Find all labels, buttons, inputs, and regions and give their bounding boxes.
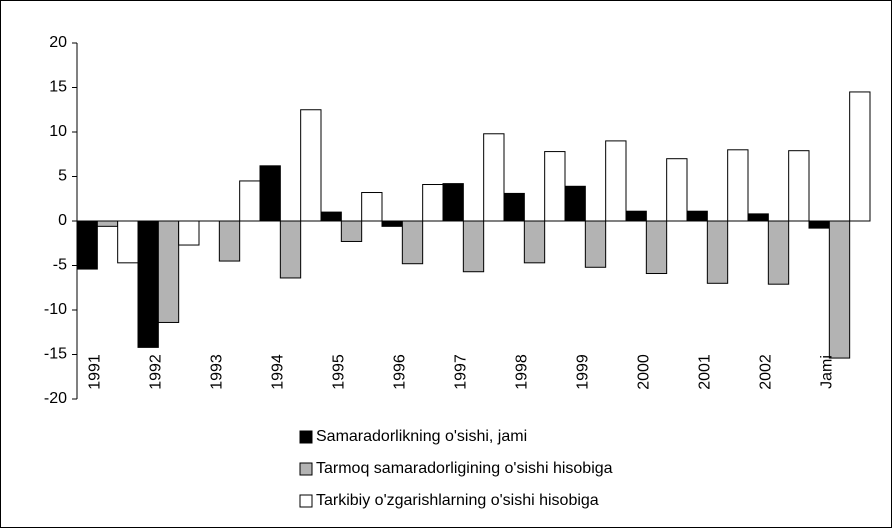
x-tick-label: 2002	[758, 354, 775, 390]
bar	[381, 220, 403, 227]
y-tick-label: 15	[49, 79, 67, 96]
bar	[76, 220, 98, 270]
bar	[239, 180, 261, 222]
bar	[727, 149, 749, 222]
x-tick-label: 2001	[697, 354, 714, 390]
bar	[442, 183, 464, 222]
y-tick-label: -5	[53, 257, 67, 274]
x-tick-label: 1992	[148, 354, 165, 390]
bar	[564, 185, 586, 222]
bar	[544, 151, 566, 222]
bar	[523, 220, 546, 264]
bar	[218, 220, 241, 262]
bar	[279, 220, 302, 279]
bar	[828, 220, 851, 359]
bar	[422, 184, 444, 222]
x-tick-label: 1993	[209, 354, 226, 390]
x-tick-label: Jami	[819, 355, 836, 389]
legend-swatch	[299, 462, 313, 476]
bar	[584, 220, 607, 268]
x-tick-label: 1998	[514, 354, 531, 390]
bar	[645, 220, 668, 275]
y-tick-label: 20	[49, 34, 67, 51]
bar	[157, 220, 180, 323]
x-tick-label: 1994	[270, 354, 287, 390]
bar	[96, 220, 119, 227]
bar	[767, 220, 790, 285]
bar	[462, 220, 485, 273]
x-tick-label: 2000	[636, 354, 653, 390]
bar	[259, 165, 281, 222]
bar	[340, 220, 363, 242]
bar	[483, 133, 505, 222]
bar	[666, 158, 688, 222]
bar	[300, 109, 322, 222]
bar	[747, 213, 769, 222]
y-tick-label: -20	[44, 390, 67, 407]
bar	[706, 220, 729, 284]
legend-label: Tarkibiy o'zgarishlarning o'sishi hisobi…	[316, 492, 599, 509]
y-tick-label: -10	[44, 301, 67, 318]
bar	[178, 220, 200, 246]
bar	[808, 220, 830, 229]
legend-label: Samaradorlikning o'sishi, jami	[316, 428, 527, 445]
y-tick-label: 10	[49, 123, 67, 140]
bar	[361, 192, 383, 222]
x-tick-label: 1999	[575, 354, 592, 390]
bar	[625, 210, 647, 222]
legend-label: Tarmoq samaradorligining o'sishi hisobig…	[316, 460, 613, 477]
bar	[686, 210, 708, 222]
x-tick-label: 1996	[392, 354, 409, 390]
x-tick-label: 1995	[331, 354, 348, 390]
y-tick-label: 0	[58, 212, 67, 229]
bar	[503, 192, 525, 222]
bar	[137, 220, 159, 348]
x-tick-label: 1997	[453, 354, 470, 390]
legend-swatch	[299, 494, 313, 508]
legend-swatch	[299, 430, 313, 444]
bar	[605, 140, 627, 222]
bar	[788, 150, 810, 222]
bar	[849, 91, 871, 222]
bar	[320, 211, 342, 222]
x-tick-label: 1991	[87, 354, 104, 390]
y-tick-label: -15	[44, 346, 67, 363]
bar	[117, 220, 139, 264]
y-tick-label: 5	[58, 168, 67, 185]
bar	[401, 220, 424, 265]
